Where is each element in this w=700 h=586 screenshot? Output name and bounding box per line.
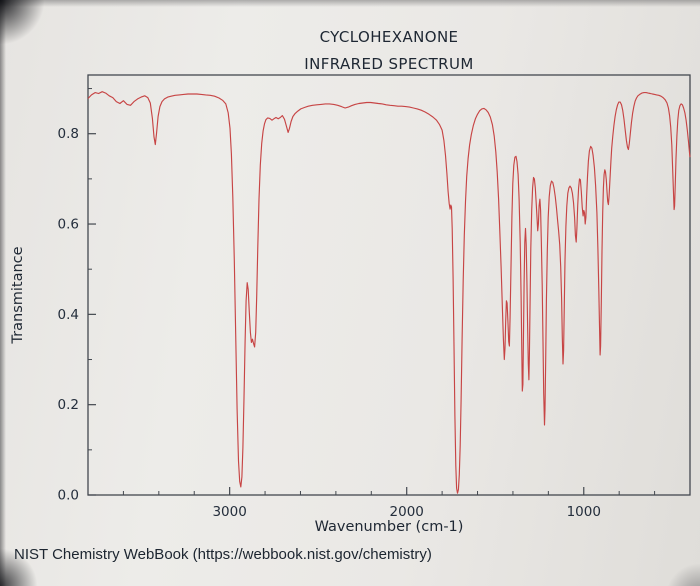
svg-text:0.0: 0.0 (58, 488, 79, 504)
svg-text:0.6: 0.6 (58, 217, 79, 233)
chart-title-line-1: CYCLOHEXANONE (319, 28, 459, 46)
y-axis-label: Transmitance (10, 246, 26, 344)
svg-text:1000: 1000 (567, 504, 601, 520)
svg-text:3000: 3000 (212, 504, 246, 520)
x-axis-label: Wavenumber (cm-1) (314, 519, 464, 535)
svg-text:0.8: 0.8 (58, 126, 79, 142)
chart-title-line-2: INFRARED SPECTRUM (304, 55, 474, 73)
svg-text:0.4: 0.4 (58, 307, 79, 323)
source-attribution: NIST Chemistry WebBook (https://webbook.… (14, 546, 432, 563)
chart-title: CYCLOHEXANONE INFRARED SPECTRUM (88, 24, 690, 78)
svg-text:0.2: 0.2 (58, 397, 79, 413)
svg-text:2000: 2000 (390, 504, 424, 520)
